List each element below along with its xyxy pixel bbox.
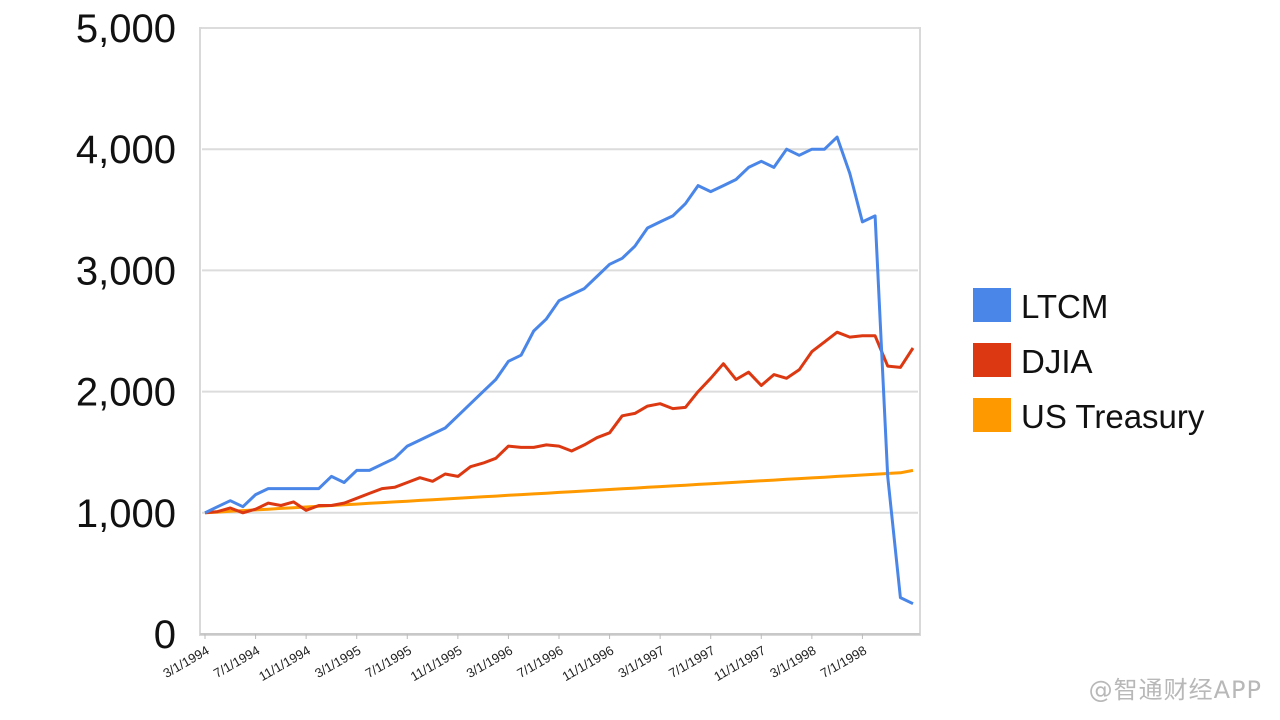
legend-label: DJIA — [1021, 343, 1093, 380]
x-tick-label: 7/1/1997 — [666, 643, 717, 681]
series-line-djia — [204, 330, 915, 515]
gridlines — [202, 27, 918, 514]
y-tick-label: 5,000 — [76, 7, 176, 51]
x-tick-label: 3/1/1997 — [616, 643, 667, 681]
x-tick-label: 3/1/1996 — [464, 643, 515, 681]
y-tick-label: 2,000 — [76, 371, 176, 415]
watermark: @智通财经APP — [1088, 676, 1262, 704]
x-tick-label: 7/1/1994 — [211, 643, 262, 681]
x-tick-label: 3/1/1998 — [767, 643, 818, 681]
x-tick-label: 11/1/1996 — [560, 643, 617, 684]
series-line-ltcm — [204, 135, 914, 606]
y-axis: 0 1,000 2,000 3,000 4,000 5,000 — [76, 7, 920, 657]
plot-area-frame — [199, 27, 921, 636]
x-tick-label: 11/1/1994 — [256, 643, 313, 684]
y-tick-label: 3,000 — [76, 249, 176, 293]
series-line-us-treasury — [204, 468, 914, 515]
series-lines — [204, 135, 915, 606]
x-tick-label: 7/1/1996 — [514, 643, 565, 681]
legend-swatch — [973, 288, 1011, 322]
legend-label: US Treasury — [1021, 398, 1205, 435]
legend: LTCM DJIA US Treasury — [973, 288, 1205, 435]
x-tick-label: 11/1/1995 — [408, 643, 465, 684]
y-tick-label: 4,000 — [76, 128, 176, 172]
x-tick-label: 11/1/1997 — [711, 643, 768, 684]
x-tick-label: 7/1/1995 — [363, 643, 414, 681]
y-tick-label: 1,000 — [76, 492, 176, 536]
legend-label: LTCM — [1021, 288, 1108, 325]
y-tick-label: 0 — [154, 613, 176, 657]
legend-swatch — [973, 398, 1011, 432]
x-tick-label: 7/1/1998 — [818, 643, 869, 681]
legend-swatch — [973, 343, 1011, 377]
x-tick-label: 3/1/1995 — [312, 643, 363, 681]
